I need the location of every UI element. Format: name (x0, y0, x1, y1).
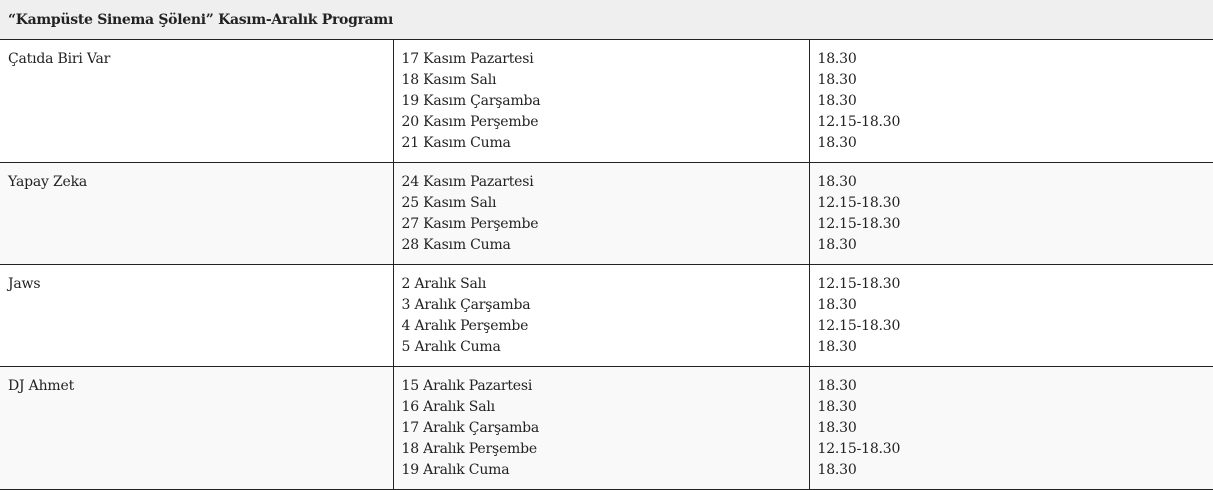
times-cell: 18.30 18.30 18.30 12.15-18.30 18.30 (808, 40, 1213, 163)
screening-date: 18 Aralık Perşembe (401, 441, 538, 457)
screening-date: 24 Kasım Pazartesi (401, 174, 534, 190)
screening-time: 18.30 (817, 237, 857, 253)
screening-time: 18.30 (817, 297, 857, 313)
film-title: Yapay Zeka (8, 174, 88, 190)
screening-time: 12.15-18.30 (817, 318, 901, 334)
screening-time: 18.30 (817, 399, 857, 415)
table-row: Yapay Zeka 24 Kasım Pazartesi 25 Kasım Sal… (0, 162, 1213, 265)
film-title: Çatıda Biri Var (8, 51, 111, 67)
screening-date: 19 Kasım Çarşamba (401, 93, 541, 109)
screening-date: 16 Aralık Salı (401, 399, 496, 415)
screening-time: 18.30 (817, 135, 857, 151)
film-cell: Jaws (0, 264, 393, 367)
table-row: DJ Ahmet 15 Aralık Pazartesi 16 Aralık Sal… (0, 366, 1213, 490)
times-cell: 12.15-18.30 18.30 12.15-18.30 18.30 (808, 264, 1213, 367)
screening-date: 20 Kasım Perşembe (401, 114, 539, 130)
film-cell: Yapay Zeka (0, 162, 393, 265)
schedule-table: Çatıda Biri Var 17 Kasım Pazartesi 18 Kası… (0, 40, 1213, 490)
screening-time: 12.15-18.30 (817, 114, 901, 130)
screening-date: 5 Aralık Cuma (401, 339, 501, 355)
screening-date: 18 Kasım Salı (401, 72, 497, 88)
dates-cell: 15 Aralık Pazartesi 16 Aralık Salı 17 Aral… (392, 366, 809, 490)
screening-time: 18.30 (817, 462, 857, 478)
screening-date: 27 Kasım Perşembe (401, 216, 539, 232)
dates-cell: 17 Kasım Pazartesi 18 Kasım Salı 19 Kasım … (392, 40, 809, 163)
screening-date: 19 Aralık Cuma (401, 462, 510, 478)
screening-date: 15 Aralık Pazartesi (401, 378, 533, 394)
screening-time: 12.15-18.30 (817, 276, 901, 292)
screening-time: 18.30 (817, 378, 857, 394)
screening-time: 12.15-18.30 (817, 195, 901, 211)
film-title: Jaws (8, 276, 41, 292)
times-cell: 18.30 18.30 18.30 12.15-18.30 18.30 (808, 366, 1213, 490)
screening-time: 18.30 (817, 339, 857, 355)
screening-date: 28 Kasım Cuma (401, 237, 511, 253)
film-cell: DJ Ahmet (0, 366, 393, 490)
screening-date: 21 Kasım Cuma (401, 135, 511, 151)
screening-date: 4 Aralık Perşembe (401, 318, 529, 334)
screening-date: 3 Aralık Çarşamba (401, 297, 531, 313)
screening-time: 18.30 (817, 93, 857, 109)
screening-date: 17 Kasım Pazartesi (401, 51, 534, 67)
screening-date: 17 Aralık Çarşamba (401, 420, 540, 436)
screening-date: 2 Aralık Salı (401, 276, 487, 292)
times-cell: 18.30 12.15-18.30 12.15-18.30 18.30 (808, 162, 1213, 265)
dates-cell: 24 Kasım Pazartesi 25 Kasım Salı 27 Kasım … (392, 162, 809, 265)
screening-time: 12.15-18.30 (817, 441, 901, 457)
table-title-text: “Kampüste Sinema Şöleni” Kasım-Aralık Pr… (8, 11, 393, 28)
screening-time: 18.30 (817, 174, 857, 190)
table-row: Jaws 2 Aralık Salı 3 Aralık Çarşamba 4 Aral… (0, 264, 1213, 367)
screening-time: 12.15-18.30 (817, 216, 901, 232)
screening-time: 18.30 (817, 51, 857, 67)
table-title: “Kampüste Sinema Şöleni” Kasım-Aralık Pr… (0, 0, 1213, 40)
film-cell: Çatıda Biri Var (0, 40, 393, 163)
table-row: Çatıda Biri Var 17 Kasım Pazartesi 18 Kası… (0, 40, 1213, 163)
dates-cell: 2 Aralık Salı 3 Aralık Çarşamba 4 Aralık P… (392, 264, 809, 367)
screening-time: 18.30 (817, 72, 857, 88)
film-title: DJ Ahmet (8, 378, 75, 394)
screening-date: 25 Kasım Salı (401, 195, 497, 211)
screening-time: 18.30 (817, 420, 857, 436)
